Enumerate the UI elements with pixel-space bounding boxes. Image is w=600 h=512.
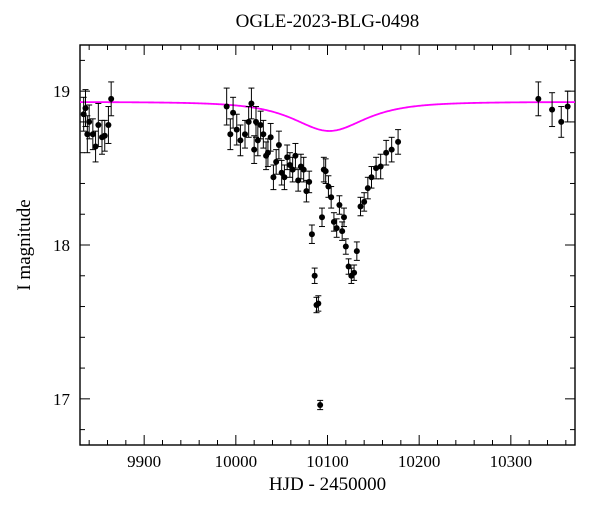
x-axis-label: HJD - 2450000 <box>269 474 386 495</box>
x-tick-label: 10000 <box>215 452 258 471</box>
data-point <box>90 131 96 137</box>
data-point <box>95 122 101 128</box>
data-point <box>389 147 395 153</box>
data-point <box>248 100 254 106</box>
data-point <box>105 122 111 128</box>
data-point <box>237 137 243 143</box>
x-tick-label: 10300 <box>490 452 533 471</box>
data-point <box>265 150 271 156</box>
data-point <box>242 131 248 137</box>
data-point <box>395 139 401 145</box>
data-point <box>341 214 347 220</box>
data-point <box>549 107 555 113</box>
data-point <box>343 244 349 250</box>
x-tick-label: 10100 <box>306 452 349 471</box>
data-point <box>315 300 321 306</box>
data-point <box>224 104 230 110</box>
lightcurve-plot: OGLE-2023-BLG-0498 9900 10000 10100 10200 103… <box>0 0 600 512</box>
data-point <box>292 153 298 159</box>
data-point <box>339 228 345 234</box>
data-point <box>361 199 367 205</box>
data-point <box>270 174 276 180</box>
data-point <box>258 122 264 128</box>
data-point <box>334 225 340 231</box>
data-point <box>306 179 312 185</box>
x-tick-label: 9900 <box>127 452 161 471</box>
data-point <box>255 137 261 143</box>
data-point <box>309 231 315 237</box>
data-point <box>317 402 323 408</box>
data-point <box>290 167 296 173</box>
plot-bg <box>0 0 600 512</box>
data-point <box>535 96 541 102</box>
data-point <box>102 133 108 139</box>
y-tick-label: 17 <box>53 390 71 409</box>
data-point <box>351 270 357 276</box>
data-point <box>230 110 236 116</box>
data-point <box>273 159 279 165</box>
data-point <box>281 174 287 180</box>
y-axis-label: I magnitude <box>14 199 35 290</box>
y-tick-label: 19 <box>53 82 70 101</box>
data-point <box>301 167 307 173</box>
data-point <box>354 248 360 254</box>
data-point <box>276 142 282 148</box>
data-point <box>323 168 329 174</box>
data-point <box>565 104 571 110</box>
data-point <box>378 164 384 170</box>
data-point <box>331 219 337 225</box>
data-point <box>295 177 301 183</box>
data-point <box>312 273 318 279</box>
chart-container: { "chart": { "type": "scatter+line", "ti… <box>0 0 600 512</box>
data-point <box>319 214 325 220</box>
data-point <box>336 202 342 208</box>
plot-title: OGLE-2023-BLG-0498 <box>236 11 420 32</box>
data-point <box>251 147 257 153</box>
data-point <box>558 119 564 125</box>
data-point <box>328 194 334 200</box>
data-point <box>346 264 352 270</box>
data-point <box>383 150 389 156</box>
data-point <box>260 131 266 137</box>
data-point <box>234 127 240 133</box>
x-tick-label: 10200 <box>398 452 441 471</box>
data-point <box>108 96 114 102</box>
data-point <box>246 119 252 125</box>
data-point <box>83 105 89 111</box>
data-point <box>303 188 309 194</box>
data-point <box>227 131 233 137</box>
y-tick-label: 18 <box>53 236 70 255</box>
data-point <box>284 154 290 160</box>
data-point <box>369 174 375 180</box>
data-point <box>268 134 274 140</box>
data-point <box>86 119 92 125</box>
